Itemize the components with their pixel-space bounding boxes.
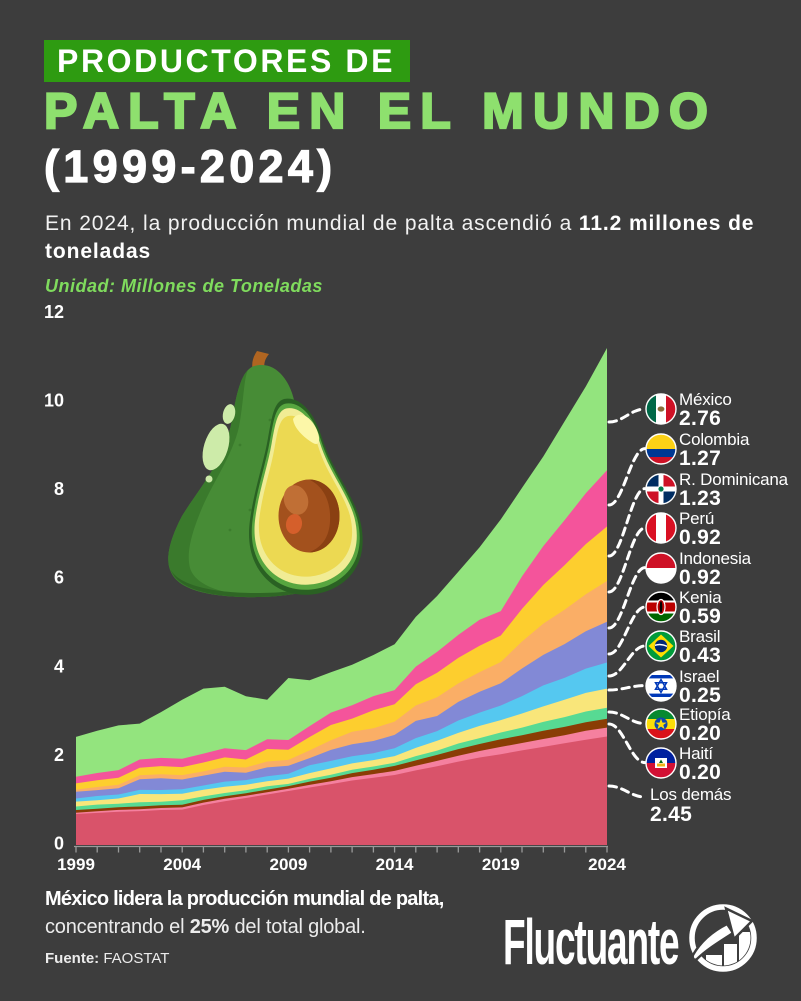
svg-text:2019: 2019 xyxy=(482,855,520,874)
svg-text:6: 6 xyxy=(54,568,64,588)
svg-text:0: 0 xyxy=(54,834,64,854)
svg-text:2004: 2004 xyxy=(163,855,201,874)
svg-text:2014: 2014 xyxy=(376,855,414,874)
svg-text:1999: 1999 xyxy=(57,855,95,874)
svg-text:2009: 2009 xyxy=(269,855,307,874)
svg-text:8: 8 xyxy=(54,479,64,499)
svg-text:12: 12 xyxy=(44,302,64,322)
svg-text:10: 10 xyxy=(44,391,64,411)
svg-text:2: 2 xyxy=(54,745,64,765)
svg-text:4: 4 xyxy=(54,656,64,676)
svg-text:2024: 2024 xyxy=(588,855,626,874)
